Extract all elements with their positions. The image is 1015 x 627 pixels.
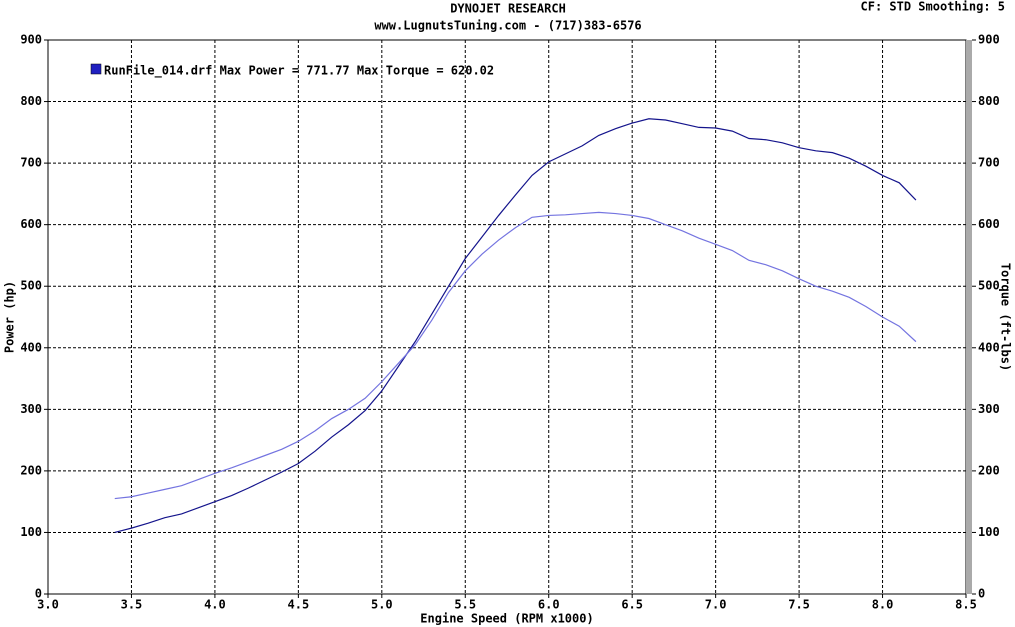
y2-tick-label: 100 (978, 525, 1000, 539)
chart-subtitle: www.LugnutsTuning.com - (717)383-6576 (374, 19, 641, 33)
x-tick-label: 7.0 (705, 598, 727, 612)
x-tick-label: 3.0 (37, 598, 59, 612)
y2-tick-label: 900 (978, 33, 1000, 47)
chart-title: DYNOJET RESEARCH (450, 2, 566, 16)
series-line (114, 211, 917, 500)
y2-tick-label: 500 (978, 279, 1000, 293)
x-tick-label: 7.5 (788, 598, 810, 612)
y-axis-label: Power (hp) (3, 281, 17, 353)
x-tick-label: 6.5 (621, 598, 643, 612)
x-tick-label: 4.5 (288, 598, 310, 612)
y2-tick-label: 800 (978, 94, 1000, 108)
y-tick-label: 400 (20, 340, 42, 354)
legend-swatch (90, 63, 102, 75)
y-tick-label: 200 (20, 463, 42, 477)
y-tick-label: 300 (20, 402, 42, 416)
y2-tick-label: 0 (978, 587, 985, 601)
plot-area (47, 39, 967, 595)
y-tick-label: 900 (20, 33, 42, 47)
x-tick-label: 3.5 (121, 598, 143, 612)
y-tick-label: 100 (20, 525, 42, 539)
scroll-strip (966, 40, 972, 594)
y-tick-label: 600 (20, 217, 42, 231)
y2-tick-label: 400 (978, 340, 1000, 354)
x-tick-label: 8.5 (955, 598, 977, 612)
x-tick-label: 4.0 (204, 598, 226, 612)
x-tick-label: 5.0 (371, 598, 393, 612)
y2-tick-label: 200 (978, 463, 1000, 477)
x-tick-label: 5.5 (454, 598, 476, 612)
y-tick-label: 700 (20, 156, 42, 170)
y-tick-label: 800 (20, 94, 42, 108)
y2-axis-label: Torque (ft-lbs) (999, 263, 1013, 371)
x-tick-label: 8.0 (872, 598, 894, 612)
settings-label: CF: STD Smoothing: 5 (861, 0, 1006, 14)
legend-text: RunFile_014.drf Max Power = 771.77 Max T… (104, 64, 494, 79)
x-tick-label: 6.0 (538, 598, 560, 612)
y2-tick-label: 300 (978, 402, 1000, 416)
y2-tick-label: 700 (978, 156, 1000, 170)
series-line (114, 118, 917, 534)
x-axis-label: Engine Speed (RPM x1000) (420, 612, 593, 626)
y-tick-label: 500 (20, 279, 42, 293)
y2-tick-label: 600 (978, 217, 1000, 231)
y-tick-label: 0 (35, 587, 42, 601)
